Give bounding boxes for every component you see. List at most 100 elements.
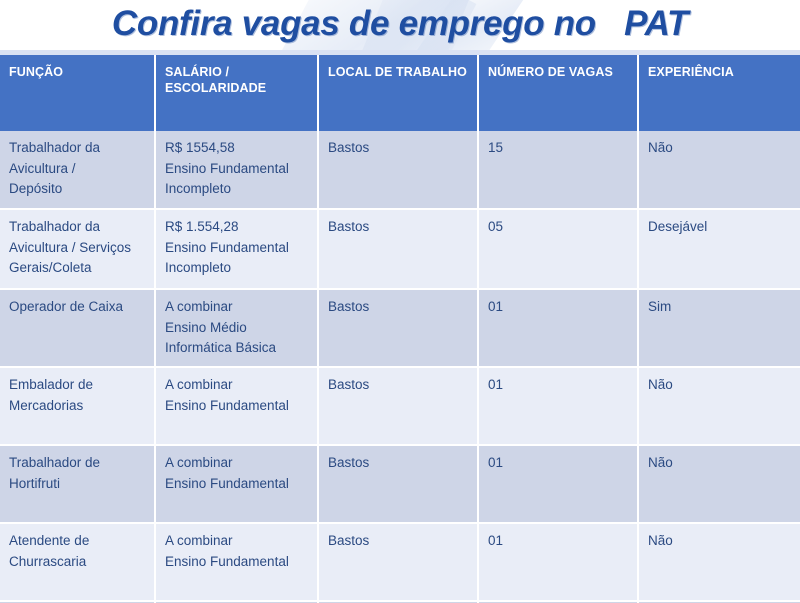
cell-salario-escolaridade: R$ 1.554,28 Ensino Fundamental Incompleto bbox=[155, 209, 319, 290]
cell-salario-escolaridade-line: A combinar bbox=[165, 455, 233, 470]
cell-local-de-trabalho-line: Bastos bbox=[328, 299, 370, 314]
cell-local-de-trabalho-line: Bastos bbox=[328, 140, 370, 155]
cell-experiencia-line: Sim bbox=[648, 299, 672, 314]
cell-local-de-trabalho-line: Bastos bbox=[328, 377, 370, 392]
cell-experiencia-line: Desejável bbox=[648, 219, 708, 234]
cell-funcao-line: Embalador de bbox=[9, 377, 94, 392]
cell-experiencia-line: Não bbox=[648, 455, 673, 470]
cell-numero-de-vagas-line: 01 bbox=[488, 455, 504, 470]
cell-local-de-trabalho-line: Bastos bbox=[328, 219, 370, 234]
cell-numero-de-vagas-line: 05 bbox=[488, 219, 504, 234]
cell-numero-de-vagas-line: 01 bbox=[488, 299, 504, 314]
cell-funcao: Embalador de Mercadorias bbox=[0, 367, 156, 446]
cell-numero-de-vagas: 01 bbox=[478, 289, 639, 368]
table-row: Trabalhador de Hortifruti A combinar Ensino… bbox=[0, 445, 800, 524]
cell-salario-escolaridade-line: R$ 1.554,28 bbox=[165, 219, 239, 234]
cell-funcao-line: Hortifruti bbox=[9, 475, 61, 491]
table-row: Operador de Caixa A combinar Ensino Médio I… bbox=[0, 289, 800, 368]
title-underline-rule bbox=[0, 50, 800, 55]
cell-salario-escolaridade-line: A combinar bbox=[165, 533, 233, 548]
cell-numero-de-vagas-line: 15 bbox=[488, 140, 504, 155]
table-row: Trabalhador da Avicultura / Serviços Gerai… bbox=[0, 209, 800, 290]
cell-numero-de-vagas: 05 bbox=[478, 209, 639, 290]
cell-salario-escolaridade-line: R$ 1554,58 bbox=[165, 140, 235, 155]
cell-salario-escolaridade: A combinar Ensino Fundamental bbox=[155, 367, 319, 446]
cell-salario-escolaridade-line: Incompleto bbox=[165, 260, 232, 275]
cell-salario-escolaridade-line: A combinar bbox=[165, 299, 233, 314]
cell-experiencia-line: Não bbox=[648, 533, 673, 548]
cell-numero-de-vagas: 01 bbox=[478, 445, 639, 524]
cell-experiencia: Desejável bbox=[638, 209, 800, 290]
column-header-numero-de-vagas: NÚMERO DE VAGAS bbox=[478, 55, 639, 131]
cell-funcao-line: Trabalhador de bbox=[9, 455, 101, 470]
column-header-funcao: FUNÇÃO bbox=[0, 55, 156, 131]
title-banner: Confira vagas de emprego no PAT bbox=[0, 0, 800, 55]
table-header: FUNÇÃO SALÁRIO / ESCOLARIDADE LOCAL DE T… bbox=[0, 55, 800, 131]
cell-local-de-trabalho: Bastos bbox=[318, 523, 479, 602]
cell-numero-de-vagas: 01 bbox=[478, 523, 639, 602]
cell-local-de-trabalho: Bastos bbox=[318, 445, 479, 524]
cell-local-de-trabalho bbox=[318, 601, 479, 603]
cell-experiencia: Não bbox=[638, 445, 800, 524]
cell-salario-escolaridade: A combinar Ensino Fundamental bbox=[155, 445, 319, 524]
cell-numero-de-vagas bbox=[478, 601, 639, 603]
cell-funcao bbox=[0, 601, 156, 603]
cell-salario-escolaridade: A combinar Ensino Fundamental bbox=[155, 523, 319, 602]
table-header-row: FUNÇÃO SALÁRIO / ESCOLARIDADE LOCAL DE T… bbox=[0, 55, 800, 131]
job-vacancies-table: FUNÇÃO SALÁRIO / ESCOLARIDADE LOCAL DE T… bbox=[0, 55, 800, 603]
cell-salario-escolaridade-line: Ensino Fundamental bbox=[165, 239, 289, 255]
cell-funcao: Trabalhador da Avicultura / Serviços Gerai… bbox=[0, 209, 156, 290]
cell-funcao-line: Atendente de bbox=[9, 533, 90, 548]
cell-local-de-trabalho: Bastos bbox=[318, 289, 479, 368]
cell-funcao-line: Mercadorias bbox=[9, 397, 84, 413]
cell-salario-escolaridade-line: Ensino Médio bbox=[165, 319, 247, 335]
cell-salario-escolaridade-line: Ensino Fundamental bbox=[165, 553, 289, 569]
column-header-salario-line1: SALÁRIO / bbox=[165, 65, 230, 79]
cell-funcao-line: Avicultura / Serviços bbox=[9, 239, 132, 255]
table-body: Trabalhador da Avicultura / Depósito R$ 155… bbox=[0, 131, 800, 603]
cell-experiencia bbox=[638, 601, 800, 603]
cell-local-de-trabalho: Bastos bbox=[318, 209, 479, 290]
table-row: Trabalhador da Avicultura / Depósito R$ 155… bbox=[0, 131, 800, 210]
cell-local-de-trabalho: Bastos bbox=[318, 131, 479, 210]
cell-funcao-line: Avicultura / bbox=[9, 160, 76, 176]
cell-experiencia: Não bbox=[638, 367, 800, 446]
cell-experiencia: Não bbox=[638, 523, 800, 602]
cell-local-de-trabalho-line: Bastos bbox=[328, 455, 370, 470]
column-header-salario-escolaridade: SALÁRIO / ESCOLARIDADE bbox=[155, 55, 319, 131]
cell-experiencia-line: Não bbox=[648, 377, 673, 392]
column-header-salario-line2: ESCOLARIDADE bbox=[165, 81, 267, 95]
cell-funcao-line: Churrascaria bbox=[9, 553, 87, 569]
cell-local-de-trabalho-line: Bastos bbox=[328, 533, 370, 548]
table-row bbox=[0, 601, 800, 603]
cell-numero-de-vagas-line: 01 bbox=[488, 533, 504, 548]
cell-numero-de-vagas: 15 bbox=[478, 131, 639, 210]
cell-local-de-trabalho: Bastos bbox=[318, 367, 479, 446]
cell-salario-escolaridade: A combinar Ensino Médio Informática Básica bbox=[155, 289, 319, 368]
cell-experiencia: Não bbox=[638, 131, 800, 210]
cell-numero-de-vagas-line: 01 bbox=[488, 377, 504, 392]
column-header-local-de-trabalho: LOCAL DE TRABALHO bbox=[318, 55, 479, 131]
cell-salario-escolaridade-line: Ensino Fundamental bbox=[165, 475, 289, 491]
cell-funcao: Trabalhador da Avicultura / Depósito bbox=[0, 131, 156, 210]
cell-salario-escolaridade-line: Ensino Fundamental bbox=[165, 160, 289, 176]
cell-salario-escolaridade bbox=[155, 601, 319, 603]
cell-funcao-line: Trabalhador da bbox=[9, 140, 101, 155]
cell-salario-escolaridade-line: Informática Básica bbox=[165, 340, 277, 355]
cell-salario-escolaridade-line: A combinar bbox=[165, 377, 233, 392]
table-row: Embalador de Mercadorias A combinar Ensino … bbox=[0, 367, 800, 446]
cell-salario-escolaridade: R$ 1554,58 Ensino Fundamental Incompleto bbox=[155, 131, 319, 210]
cell-funcao-line: Trabalhador da bbox=[9, 219, 101, 234]
cell-experiencia: Sim bbox=[638, 289, 800, 368]
cell-funcao: Atendente de Churrascaria bbox=[0, 523, 156, 602]
cell-funcao-line: Gerais/Coleta bbox=[9, 260, 92, 275]
cell-salario-escolaridade-line: Ensino Fundamental bbox=[165, 397, 289, 413]
cell-funcao: Operador de Caixa bbox=[0, 289, 156, 368]
page-title: Confira vagas de emprego no PAT bbox=[111, 4, 689, 43]
cell-salario-escolaridade-line: Incompleto bbox=[165, 181, 232, 196]
table-row: Atendente de Churrascaria A combinar Ensino… bbox=[0, 523, 800, 602]
cell-numero-de-vagas: 01 bbox=[478, 367, 639, 446]
cell-funcao-line: Depósito bbox=[9, 181, 63, 196]
column-header-experiencia: EXPERIÊNCIA bbox=[638, 55, 800, 131]
cell-funcao: Trabalhador de Hortifruti bbox=[0, 445, 156, 524]
